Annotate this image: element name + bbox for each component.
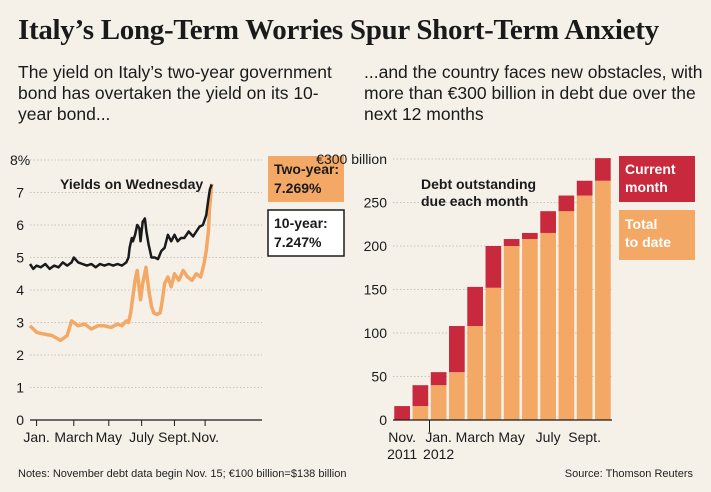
bar-current-month: [430, 372, 447, 386]
bar-total-to-date: [595, 180, 611, 420]
bar-ytick-label: 0: [379, 412, 387, 428]
legend-current-month-label: Current: [625, 161, 676, 177]
bar-xtick-label: May: [498, 429, 524, 445]
bar-xtick-label: July: [536, 429, 561, 445]
ten-year-callout-value: 7.247%: [274, 234, 322, 250]
source-credit: Source: Thomson Reuters: [564, 468, 693, 480]
bar-xtick-label: March: [456, 429, 495, 445]
debt-bar-chart: 0 50 100 150 200 250 €300 billion Nov.2011 Jan.2…: [316, 151, 695, 462]
bar-total-to-date: [485, 287, 502, 420]
bar-current-month: [485, 246, 502, 288]
right-subtitle: ...and the country faces new obstacles, …: [364, 62, 703, 124]
line-ytick-label: 4: [16, 282, 24, 298]
bar-ytick-label: 200: [364, 238, 388, 254]
line-ytick-label: 8%: [10, 152, 30, 168]
bar-xtick-label: Jan.: [425, 429, 451, 445]
bar-total-to-date: [576, 195, 593, 420]
bar-current-month: [540, 211, 556, 233]
bar-ytick-label: 50: [371, 369, 387, 385]
bar-total-to-date: [522, 239, 538, 420]
legend-current-month-box: [619, 156, 695, 202]
line-xtick-label: July: [129, 429, 154, 445]
two-year-callout-label: Two-year:: [274, 161, 339, 177]
notes-footnote: Notes: November debt data begin Nov. 15;…: [18, 468, 347, 480]
bar-current-month: [449, 326, 465, 373]
main-title: Italy’s Long-Term Worries Spur Short-Ter…: [18, 14, 659, 46]
bar-current-month: [558, 195, 575, 212]
bar-current-month: [394, 406, 410, 420]
line-ytick-label: 5: [16, 250, 24, 266]
bar-current-month: [522, 232, 538, 240]
bar-current-month: [412, 385, 429, 407]
bar-xtick-label: 2012: [423, 446, 454, 462]
bar-current-month: [576, 180, 593, 196]
line-ytick-label: 3: [16, 315, 24, 331]
bar-total-to-date: [412, 406, 429, 420]
bar-ytick-label: 250: [364, 195, 388, 211]
legend-current-month-label: month: [625, 179, 668, 195]
line-xtick-label: March: [54, 429, 93, 445]
ten-year-callout-label: 10-year:: [274, 215, 328, 231]
line-ytick-label: 2: [16, 347, 24, 363]
bar-total-to-date: [430, 385, 447, 420]
left-subtitle: The yield on Italy’s two-year government…: [18, 62, 332, 124]
bar-total-to-date: [558, 211, 575, 420]
two-year-callout-box: [268, 156, 344, 202]
line-chart-title: Yields on Wednesday: [60, 176, 203, 192]
bar-current-month: [467, 286, 483, 327]
bar-total-to-date: [540, 232, 556, 420]
legend-total-to-date-label: to date: [625, 234, 671, 250]
bar-ytick-label: 150: [364, 282, 388, 298]
two-year-callout-value: 7.269%: [274, 180, 322, 196]
yield-line-chart: 0 1 2 3 4 5 6 7 8% Jan. March May July Sept. Nov. Yield…: [10, 152, 345, 445]
bar-xtick-label: Nov.: [388, 429, 416, 445]
bar-current-month: [595, 158, 611, 181]
bar-total-to-date: [503, 246, 520, 420]
line-ytick-label: 1: [16, 380, 24, 396]
bar-total-to-date: [449, 372, 465, 420]
line-xtick-label: Sept.: [158, 429, 191, 445]
bar-total-to-date: [467, 326, 483, 420]
ten-year-series-line: [28, 184, 213, 271]
legend-total-to-date-box: [619, 210, 695, 260]
line-xtick-label: May: [96, 429, 122, 445]
bar-xtick-label: 2011: [387, 446, 417, 462]
bar-xtick-label: Sept.: [568, 429, 601, 445]
line-xtick-label: Jan.: [23, 429, 49, 445]
legend-total-to-date-label: Total: [625, 216, 657, 232]
line-ytick-label: 7: [16, 185, 24, 201]
bar-current-month: [503, 239, 520, 246]
two-year-series-line: [28, 183, 214, 343]
bar-chart-title-line1: Debt outstanding: [421, 176, 536, 192]
line-ytick-label: 6: [16, 217, 24, 233]
line-xtick-label: Nov.: [191, 429, 219, 445]
ten-year-callout-box: [267, 209, 345, 257]
bar-ytick-label: 100: [364, 325, 388, 341]
bar-ytick-label: €300 billion: [316, 151, 387, 167]
bar-chart-title-line2: due each month: [421, 193, 528, 209]
line-ytick-label: 0: [16, 412, 24, 428]
